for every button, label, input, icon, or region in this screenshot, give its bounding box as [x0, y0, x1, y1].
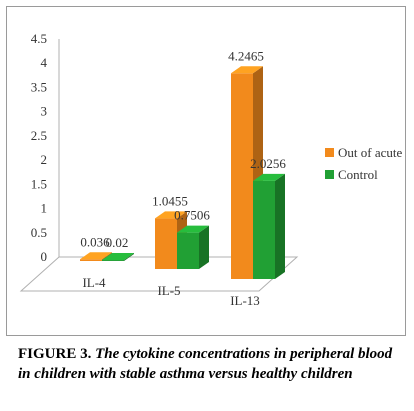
- legend-label: Control: [338, 167, 378, 182]
- data-label: 0.036: [80, 234, 110, 249]
- bar: [102, 260, 124, 261]
- chart-frame: 0 0.5 1 1.5 2 2.5 3 3.5 4 4.5 0.036 0.02 IL-4 1.0455 0…: [6, 6, 406, 336]
- y-tick-label: 2: [41, 152, 48, 167]
- legend-label: Out of acute: [338, 145, 402, 160]
- caption-text: The cytokine concentrations in periphera…: [18, 346, 393, 382]
- bar: [253, 180, 275, 279]
- legend-swatch: [325, 170, 334, 179]
- y-tick-label: 1: [41, 201, 48, 216]
- data-label: 4.2465: [228, 48, 264, 63]
- bar: [80, 259, 102, 261]
- bar-top: [177, 225, 209, 233]
- y-tick-label: 1.5: [31, 176, 47, 191]
- bar: [155, 218, 177, 269]
- bar-top: [80, 252, 112, 260]
- bar-top: [102, 253, 134, 261]
- bar-top: [253, 173, 285, 181]
- bar-top: [155, 211, 187, 219]
- data-label: 2.0256: [250, 156, 286, 171]
- x-category-label: IL-4: [82, 275, 106, 290]
- bar-side: [199, 225, 209, 269]
- bar-side: [124, 253, 134, 261]
- y-tick-label: 4: [41, 55, 48, 70]
- y-tick-label: 0: [41, 249, 48, 264]
- legend-swatch: [325, 148, 334, 157]
- data-label: 0.7506: [174, 208, 210, 223]
- data-label: 0.02: [106, 235, 129, 250]
- bar: [231, 73, 253, 279]
- y-tick-label: 0.5: [31, 225, 47, 240]
- y-tick-label: 3.5: [31, 79, 47, 94]
- y-tick-label: 2.5: [31, 128, 47, 143]
- bar: [177, 232, 199, 269]
- y-tick-label: 3: [41, 104, 48, 119]
- x-category-label: IL-5: [157, 283, 180, 298]
- x-category-label: IL-13: [230, 293, 260, 308]
- chart-floor: [19, 256, 299, 292]
- caption-label: FIGURE 3.: [18, 346, 92, 362]
- bar-top: [231, 66, 263, 74]
- bar-side: [275, 173, 285, 279]
- y-tick-label: 4.5: [31, 31, 47, 46]
- figure-caption: FIGURE 3. The cytokine concentrations in…: [18, 344, 402, 384]
- data-label: 1.0455: [152, 193, 188, 208]
